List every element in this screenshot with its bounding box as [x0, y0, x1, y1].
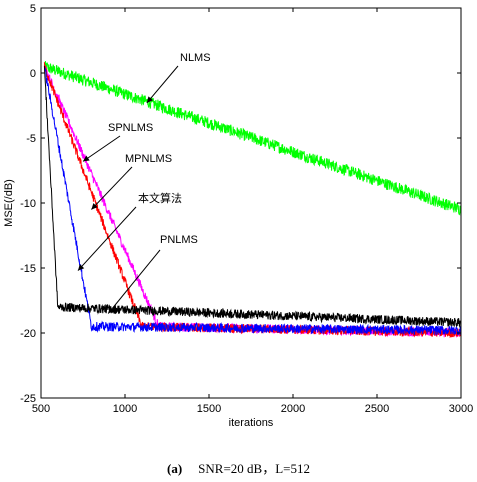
y-tick-label: -15	[20, 263, 36, 275]
y-tick-label: -20	[20, 328, 36, 340]
annotation-arrowhead	[77, 264, 85, 271]
series-line-3	[43, 67, 461, 336]
caption-text: SNR=20 dB，L=512	[198, 461, 310, 476]
x-axis-label: iterations	[229, 417, 274, 429]
y-axis-label: MSE(/dB)	[3, 179, 15, 227]
annotation-label: 本文算法	[138, 191, 182, 205]
x-tick-label: 3000	[449, 403, 473, 415]
figure-caption: (a) SNR=20 dB，L=512	[0, 458, 477, 477]
annotation-label: NLMS	[180, 52, 211, 64]
annotation-arrow	[77, 206, 137, 271]
y-tick-label: -25	[20, 393, 36, 405]
mse-chart: 500 1000 1500 2000 2500 3000-25-20-15-10-505 …	[3, 3, 473, 429]
y-tick-label: -10	[20, 198, 36, 210]
x-tick-label: 1500	[197, 403, 221, 415]
annotation-label: SPNLMS	[108, 122, 153, 134]
annotation-label: MPNLMS	[125, 153, 172, 165]
annotation-arrowhead	[146, 96, 154, 103]
y-tick-label: 5	[30, 3, 36, 15]
x-tick-label: 1000	[113, 403, 137, 415]
series-line-4	[43, 65, 461, 329]
annotation-label: PNLMS	[160, 234, 198, 246]
x-tick-label: 2000	[281, 403, 305, 415]
series-line-1	[43, 65, 461, 338]
series-line-2	[43, 62, 461, 339]
plot-area	[43, 60, 461, 339]
annotation-arrowhead	[91, 203, 98, 210]
annotations: NLMS SPNLMS MPNLMS 本文算法 PNLMS	[77, 52, 211, 314]
y-tick-label: -5	[26, 133, 36, 145]
x-tick-label: 500	[32, 403, 50, 415]
annotation-arrowhead	[83, 155, 90, 162]
annotation-arrow	[107, 249, 161, 314]
annotation-arrow	[146, 65, 179, 104]
series-line-0	[43, 60, 461, 216]
annotation-arrow	[82, 135, 121, 162]
y-tick-label: 0	[30, 68, 36, 80]
annotation-arrowhead	[108, 306, 115, 314]
annotation-arrow	[91, 166, 133, 210]
caption-label: (a)	[167, 461, 183, 476]
x-tick-label: 2500	[365, 403, 389, 415]
axes: 500 1000 1500 2000 2500 3000 -25 -20 -15 -10 -5 0 5	[20, 3, 473, 415]
